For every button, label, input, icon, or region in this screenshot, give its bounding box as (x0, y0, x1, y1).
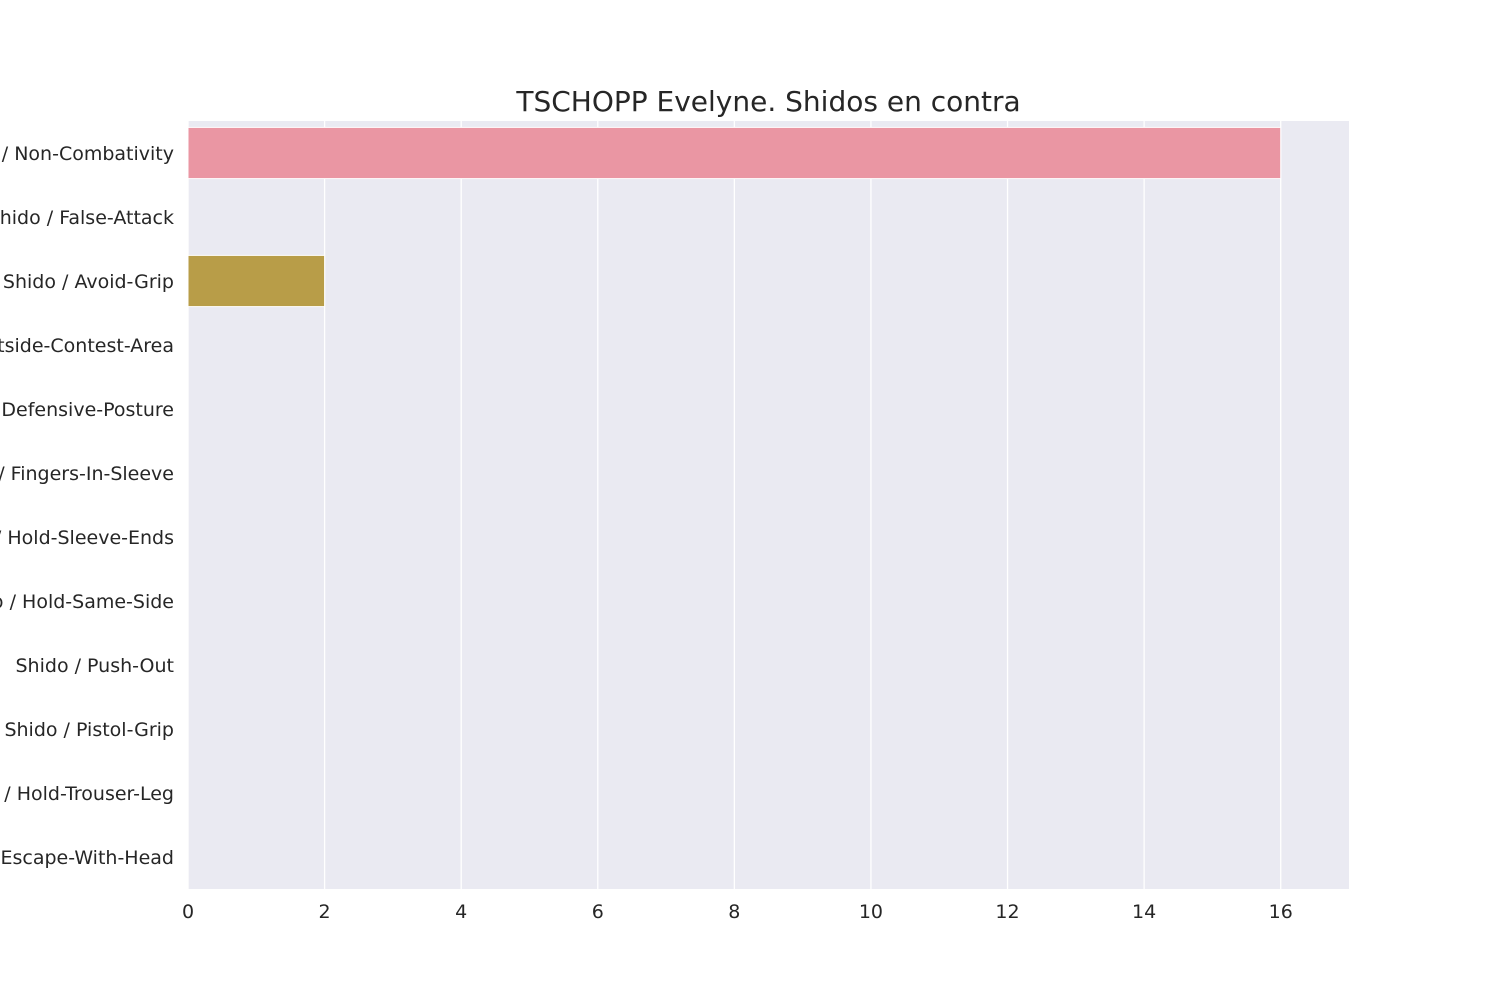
y-tick-label: Shido / Outside-Contest-Area (0, 335, 174, 357)
gridlines (187, 121, 1282, 889)
x-tick-label: 6 (592, 901, 604, 923)
y-tick-labels: Shido / Non-Combativity Shido / False-Att… (0, 143, 174, 869)
x-tick-label: 2 (319, 901, 331, 923)
y-tick-label: Shido / Avoid-Grip (3, 271, 174, 293)
plot-background (188, 121, 1349, 889)
y-tick-label: Shido / Fingers-In-Sleeve (0, 463, 174, 485)
y-tick-label: Shido / Push-Out (16, 655, 175, 677)
bar (187, 126, 1282, 180)
y-tick-label: Shido / Hold-Sleeve-Ends (0, 527, 174, 549)
x-tick-label: 8 (728, 901, 740, 923)
bars (187, 126, 1282, 308)
x-tick-label: 16 (1269, 901, 1293, 923)
y-tick-label: Shido / Escape-With-Head (0, 847, 174, 869)
bar (187, 254, 326, 308)
y-tick-label: Shido / Hold-Same-Side (0, 591, 174, 613)
x-tick-label: 4 (455, 901, 467, 923)
x-tick-label: 0 (182, 901, 194, 923)
x-tick-label: 10 (859, 901, 883, 923)
x-tick-labels: 0 2 4 6 8 10 12 14 16 (182, 901, 1293, 923)
y-tick-label: Shido / Hold-Trouser-Leg (0, 783, 174, 805)
x-tick-label: 12 (995, 901, 1019, 923)
y-tick-label: Shido / Pistol-Grip (4, 719, 174, 741)
chart-title: TSCHOPP Evelyne. Shidos en contra (515, 85, 1020, 118)
x-tick-label: 14 (1132, 901, 1156, 923)
y-tick-label: Shido / False-Attack (0, 207, 174, 229)
y-tick-label: Shido / Non-Combativity (0, 143, 174, 165)
y-tick-label: Shido / Defensive-Posture (0, 399, 174, 421)
